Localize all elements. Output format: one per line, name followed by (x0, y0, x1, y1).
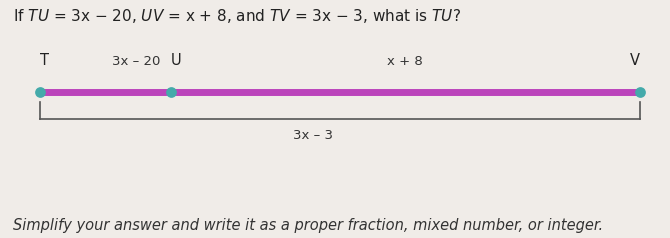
Text: 3x – 20: 3x – 20 (113, 55, 161, 68)
Text: T: T (40, 53, 49, 68)
Text: V: V (630, 53, 640, 68)
Text: 3x – 3: 3x – 3 (293, 129, 333, 142)
Point (634, 90, 645, 94)
Text: Simplify your answer and write it as a proper fraction, mixed number, or integer: Simplify your answer and write it as a p… (13, 218, 604, 233)
Text: If $\mathit{TU}$ = 3x $-$ 20, $\mathit{UV}$ = x + 8, and $\mathit{TV}$ = 3x $-$ : If $\mathit{TU}$ = 3x $-$ 20, $\mathit{U… (13, 7, 462, 25)
Text: U: U (171, 53, 182, 68)
Point (165, 90, 176, 94)
Point (35, 90, 46, 94)
Text: x + 8: x + 8 (387, 55, 423, 68)
